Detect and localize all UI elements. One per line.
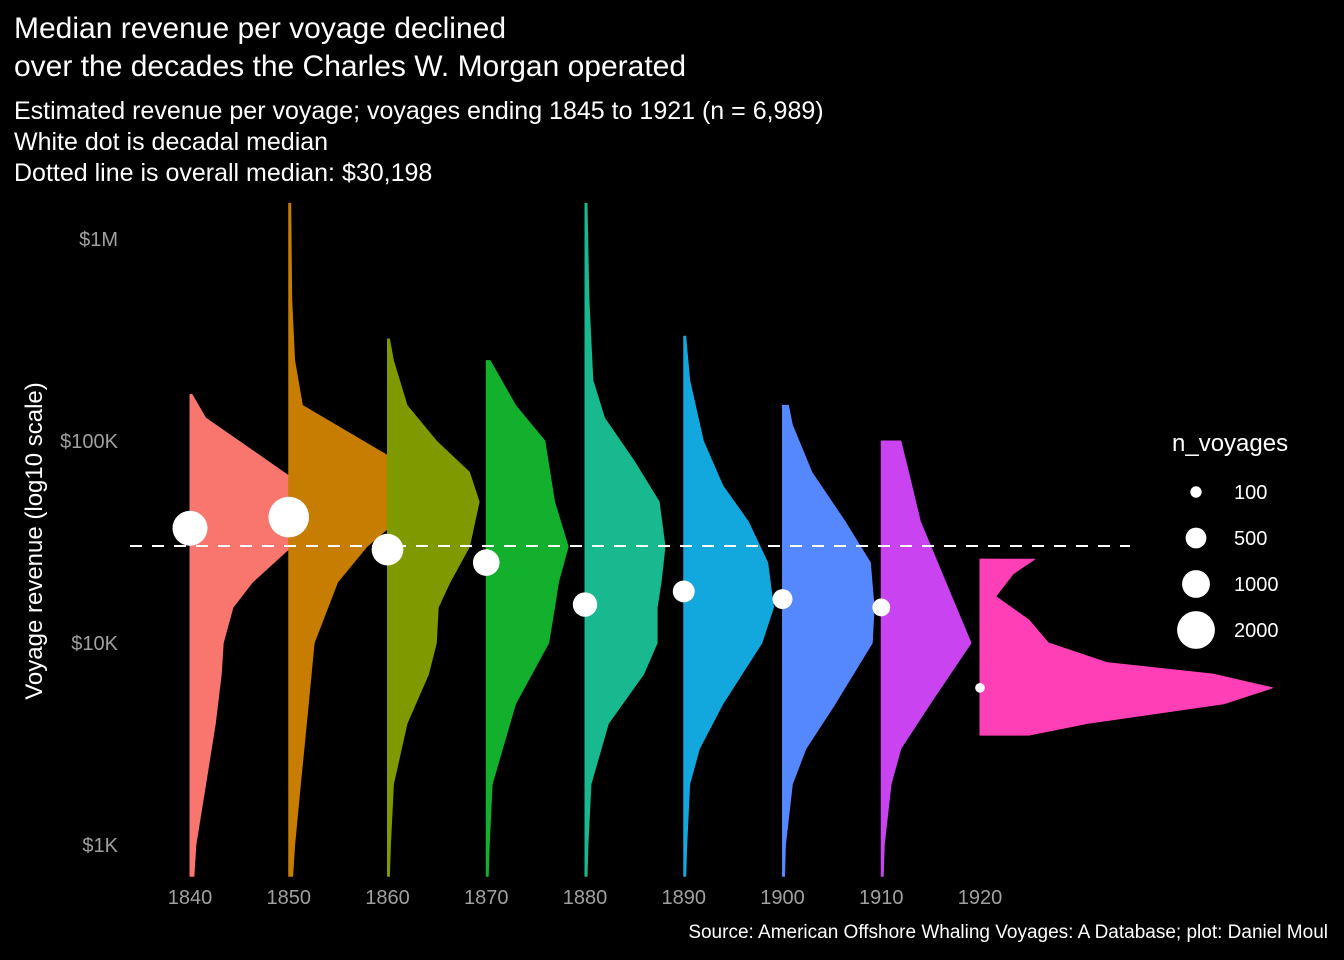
legend-key-2000: [1177, 611, 1215, 649]
plot-area: $1K $10K $100K $1M Voyage revenue (log10 sca…: [21, 202, 1273, 909]
chart-subtitle-line: Estimated revenue per voyage; voyages en…: [14, 97, 824, 125]
legend: n_voyages 100 500 1000 2000: [1172, 430, 1288, 649]
legend-key-1000: [1182, 570, 1210, 598]
x-tick-label: 1900: [760, 887, 805, 909]
median-dot-1890: [672, 580, 695, 603]
chart-title-line: Median revenue per voyage declined: [14, 12, 506, 45]
violin-1860: [387, 338, 480, 877]
x-tick-label: 1870: [464, 887, 509, 909]
y-tick-label: $100K: [60, 431, 118, 453]
violin-1900: [782, 404, 875, 877]
median-dot-1880: [572, 592, 598, 617]
violin-1880: [584, 202, 666, 877]
median-dot-1860: [371, 533, 404, 566]
legend-key-500: [1185, 527, 1207, 549]
x-tick-label: 1850: [267, 887, 312, 909]
median-dot-1900: [772, 589, 793, 610]
median-dot-1910: [872, 598, 891, 617]
legend-label: 2000: [1234, 620, 1279, 642]
median-dot-1850: [268, 496, 310, 538]
violin-1920: [979, 558, 1273, 736]
chart-caption: Source: American Offshore Whaling Voyage…: [688, 922, 1328, 943]
x-tick-label: 1840: [168, 887, 213, 909]
median-dot-1920: [975, 682, 985, 693]
chart-subtitle-line: Dotted line is overall median: $30,198: [14, 159, 433, 187]
chart-subtitle: Estimated revenue per voyage; voyages en…: [14, 96, 824, 189]
chart-subtitle-line: White dot is decadal median: [14, 128, 329, 156]
legend-label: 1000: [1234, 574, 1279, 596]
x-tick-label: 1860: [365, 887, 410, 909]
chart-title-line: over the decades the Charles W. Morgan o…: [14, 50, 687, 83]
chart-title: Median revenue per voyage declined over …: [14, 10, 686, 86]
legend-key-100: [1190, 486, 1202, 498]
legend-title: n_voyages: [1172, 430, 1288, 457]
y-tick-label: $1K: [82, 835, 118, 857]
violin-1890: [683, 335, 774, 877]
median-dot-1870: [472, 549, 500, 576]
y-tick-label: $1M: [79, 229, 118, 251]
legend-label: 500: [1234, 528, 1267, 550]
x-tick-label: 1910: [859, 887, 904, 909]
legend-label: 100: [1234, 482, 1267, 504]
violin-1870: [485, 360, 569, 877]
x-tick-label: 1880: [563, 887, 608, 909]
y-axis-label: Voyage revenue (log10 scale): [21, 382, 48, 700]
median-dot-1840: [172, 510, 208, 546]
x-tick-label: 1920: [958, 887, 1003, 909]
violin-1910: [880, 440, 972, 877]
x-tick-label: 1890: [662, 887, 707, 909]
y-tick-label: $10K: [71, 633, 118, 655]
